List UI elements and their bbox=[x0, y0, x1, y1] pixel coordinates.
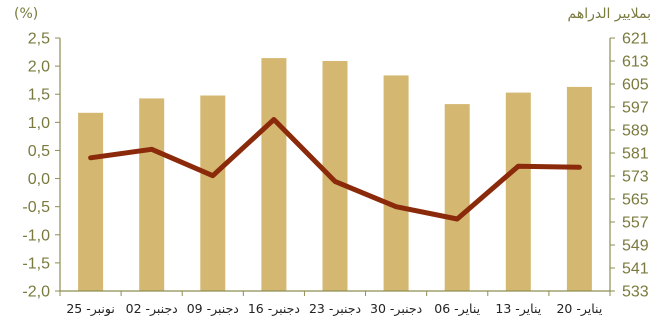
right-tick-label: 581 bbox=[622, 146, 649, 163]
left-tick-label: -1,5 bbox=[22, 255, 50, 272]
left-tick-label: 2,0 bbox=[28, 59, 50, 76]
left-tick-label: 0,5 bbox=[28, 143, 50, 160]
right-tick-label: 541 bbox=[622, 261, 649, 278]
bar-2 bbox=[139, 98, 165, 292]
x-tick-label: 25 -نونبر bbox=[66, 301, 114, 317]
x-tick-label: 09 -دجنبر bbox=[187, 301, 239, 317]
line-series bbox=[88, 117, 582, 222]
x-tick-label: 23 -دجنبر bbox=[309, 301, 361, 317]
right-tick-label: 605 bbox=[622, 77, 649, 94]
bars-layer bbox=[78, 58, 592, 292]
left-tick-label: -2,0 bbox=[22, 284, 50, 301]
ticks-layer: 2,5 2,0 1,5 1,0 0,5 0,0 -0,5 -1,0 -1,5 -2,0 621 613… bbox=[22, 31, 648, 301]
x-labels-layer: 25 -نونبر 02 -دجنبر 09 -دجنبر 16 -دجنبر 23 -… bbox=[66, 301, 602, 317]
bar-4 bbox=[261, 58, 287, 291]
left-axis-unit: (%) bbox=[14, 6, 38, 22]
right-tick-label: 533 bbox=[622, 284, 649, 301]
x-tick-label: 06 -يناير bbox=[434, 301, 480, 317]
bar-1 bbox=[78, 112, 104, 292]
bar-8 bbox=[505, 92, 531, 291]
right-tick-label: 597 bbox=[622, 100, 649, 117]
bar-6 bbox=[383, 75, 409, 292]
right-tick-label: 613 bbox=[622, 54, 649, 71]
left-tick-label: 1,5 bbox=[28, 87, 50, 104]
left-tick-label: -0,5 bbox=[22, 199, 50, 216]
x-tick-label: 20 -يناير bbox=[556, 301, 602, 317]
bar-9 bbox=[566, 86, 592, 292]
right-tick-label: 557 bbox=[622, 215, 649, 232]
line-layer bbox=[88, 117, 582, 222]
x-tick-label: 16 -دجنبر bbox=[248, 301, 300, 317]
right-tick-label: 621 bbox=[622, 31, 649, 48]
bar-7 bbox=[444, 104, 470, 291]
right-axis-unit: بملايير الدراهم bbox=[568, 6, 652, 22]
left-tick-label: 1,0 bbox=[28, 115, 50, 132]
left-tick-label: 0,0 bbox=[28, 171, 50, 188]
left-tick-label: 2,5 bbox=[28, 31, 50, 48]
x-tick-label: 13 -يناير bbox=[495, 301, 541, 317]
left-tick-label: -1,0 bbox=[22, 227, 50, 244]
right-tick-label: 549 bbox=[622, 238, 649, 255]
bar-3 bbox=[200, 95, 226, 291]
right-tick-label: 589 bbox=[622, 123, 649, 140]
x-tick-label: 30 -دجنبر bbox=[370, 301, 422, 317]
right-tick-label: 573 bbox=[622, 169, 649, 186]
right-tick-label: 565 bbox=[622, 192, 649, 209]
x-tick-label: 02 -دجنبر bbox=[126, 301, 178, 317]
